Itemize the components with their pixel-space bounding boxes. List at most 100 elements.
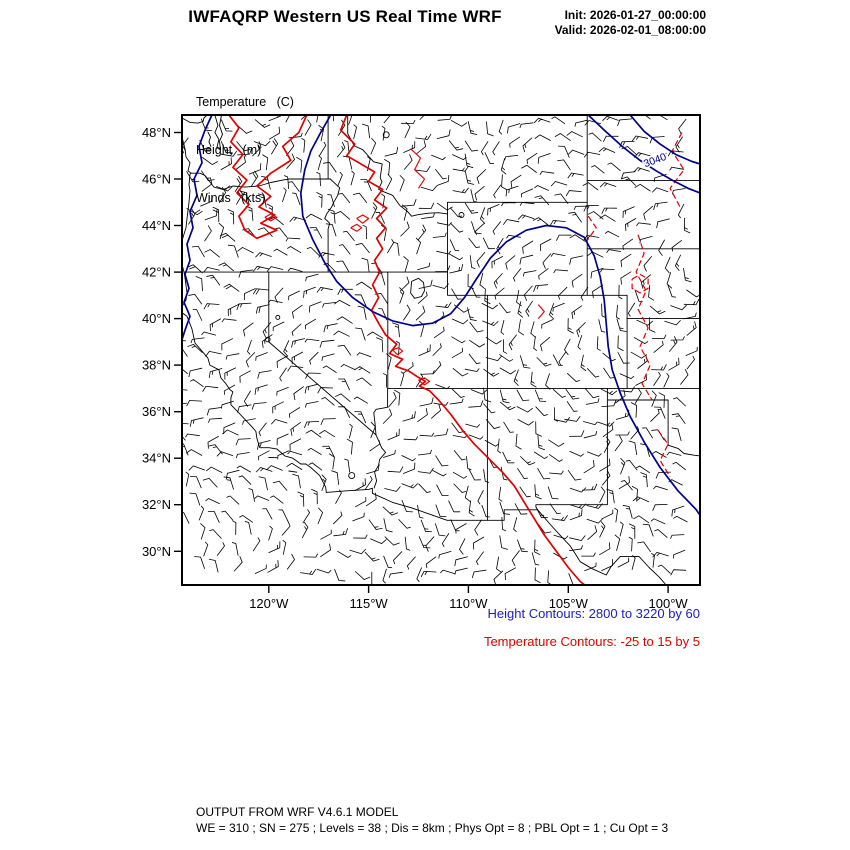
wind-barb: [541, 319, 554, 329]
wind-barb: [416, 567, 422, 582]
wind-barb: [558, 286, 568, 300]
wind-barb: [289, 438, 302, 451]
wind-barb: [648, 284, 655, 301]
wind-barb: [417, 262, 431, 271]
wind-barb: [254, 495, 270, 501]
wind-barb: [239, 370, 251, 383]
wind-barb: [540, 238, 552, 252]
wind-barb: [434, 523, 446, 537]
wind-barb: [232, 520, 237, 535]
wind-barb: [603, 135, 619, 142]
lake-outline: [348, 472, 356, 480]
lat-tick-label: 36°N: [142, 404, 171, 419]
wind-barb: [666, 451, 682, 456]
wind-barb: [686, 289, 700, 298]
height-contour-line: [587, 115, 700, 194]
wind-barb: [533, 284, 549, 292]
wind-barb: [352, 512, 365, 522]
wind-barb: [465, 423, 480, 428]
wind-barb: [387, 428, 400, 441]
wind-barb: [432, 232, 447, 238]
wind-barb: [522, 270, 537, 277]
map-frame: [181, 114, 701, 586]
wind-barb: [567, 172, 584, 179]
wind-barb: [622, 505, 633, 519]
wind-barb: [569, 430, 585, 437]
wind-barb: [538, 268, 549, 280]
wind-barb: [316, 568, 332, 574]
wind-barb: [620, 457, 626, 475]
wind-barb: [483, 403, 496, 414]
wind-barb: [236, 141, 251, 152]
wind-barb: [552, 388, 566, 398]
wind-barb: [519, 254, 534, 265]
wind-barb: [673, 549, 686, 559]
wind-barb: [500, 158, 507, 175]
wind-barb: [186, 208, 203, 216]
wind-barb: [415, 140, 427, 155]
wind-barb: [202, 157, 218, 165]
field-winds: Winds (kts): [196, 191, 266, 205]
wind-barb: [553, 534, 569, 540]
wind-barb: [556, 234, 572, 241]
wind-barb: [577, 334, 583, 350]
wind-barb: [602, 115, 619, 121]
wind-barb: [189, 492, 201, 506]
wind-barb: [436, 129, 451, 140]
wind-barb: [257, 227, 273, 237]
wind-barb: [510, 174, 522, 189]
wind-barb: [669, 166, 685, 171]
wind-barb: [316, 287, 333, 293]
wind-barb: [672, 461, 686, 471]
wind-barb: [274, 287, 284, 303]
wind-barb: [437, 115, 452, 121]
wind-barb: [516, 289, 522, 307]
wind-barb: [569, 234, 586, 242]
wind-barb: [418, 536, 431, 549]
wind-barb: [220, 150, 237, 157]
wind-barb: [531, 552, 540, 566]
wind-barb: [337, 344, 352, 356]
wind-barb: [596, 336, 601, 351]
wind-barb: [322, 161, 337, 173]
wind-barb: [257, 370, 272, 379]
wind-barb: [251, 402, 267, 410]
wind-barb: [499, 535, 508, 550]
wind-barb: [484, 288, 491, 305]
wind-barb: [532, 217, 549, 226]
wind-barb: [673, 397, 686, 407]
wind-barb: [238, 475, 252, 485]
wind-barb: [485, 355, 503, 362]
wind-barb: [420, 519, 432, 533]
wind-barb: [549, 454, 563, 462]
wind-barb: [305, 401, 319, 408]
wind-barb: [669, 336, 678, 352]
wind-barb: [651, 364, 667, 371]
wind-barb: [518, 319, 525, 336]
wind-barb: [636, 222, 651, 227]
wind-barb: [482, 320, 499, 326]
geography-line: [535, 387, 608, 511]
wind-barb: [336, 260, 350, 272]
wind-barb: [417, 224, 427, 241]
wind-barb: [278, 509, 289, 522]
wind-barb: [435, 302, 452, 308]
wind-barb: [627, 302, 636, 317]
wind-barb: [614, 507, 618, 523]
wind-barb: [501, 517, 507, 532]
wind-barb: [361, 257, 370, 273]
wind-barb: [513, 517, 518, 532]
wind-barb: [653, 406, 666, 419]
wind-barb: [334, 211, 351, 220]
field-height: Height (m): [196, 143, 262, 157]
wind-barb: [395, 340, 400, 356]
wind-barb: [534, 567, 541, 584]
wind-barb: [384, 486, 401, 492]
wind-barb: [513, 369, 519, 386]
wind-barb: [205, 498, 220, 505]
wind-barb: [606, 488, 615, 504]
wind-barb: [484, 439, 499, 447]
wind-barb: [231, 542, 239, 556]
wind-barb: [206, 274, 221, 286]
